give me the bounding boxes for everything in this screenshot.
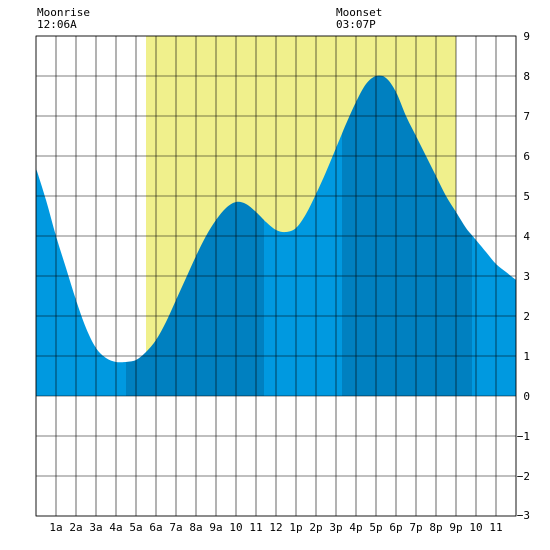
y-tick-label: 6 bbox=[523, 150, 530, 163]
tide-segment bbox=[36, 168, 126, 396]
x-tick-label: 4p bbox=[349, 521, 362, 534]
x-tick-label: 3a bbox=[89, 521, 102, 534]
x-tick-label: 4a bbox=[109, 521, 122, 534]
moonset-label: Moonset bbox=[336, 6, 383, 19]
x-tick-label: 5a bbox=[129, 521, 142, 534]
x-tick-label: 6a bbox=[149, 521, 162, 534]
y-tick-label: 4 bbox=[523, 230, 530, 243]
x-tick-label: 6p bbox=[389, 521, 402, 534]
x-tick-label: 12 bbox=[269, 521, 282, 534]
x-tick-label: 7a bbox=[169, 521, 182, 534]
y-tick-label: −3 bbox=[517, 509, 530, 522]
x-tick-label: 7p bbox=[409, 521, 422, 534]
x-tick-label: 2p bbox=[309, 521, 322, 534]
x-tick-label: 1a bbox=[49, 521, 62, 534]
x-tick-label: 10 bbox=[229, 521, 242, 534]
y-tick-label: 0 bbox=[523, 390, 530, 403]
x-tick-label: 9a bbox=[209, 521, 222, 534]
y-tick-label: 1 bbox=[523, 350, 530, 363]
x-tick-label: 9p bbox=[449, 521, 462, 534]
x-tick-label: 11 bbox=[249, 521, 262, 534]
x-tick-label: 8a bbox=[189, 521, 202, 534]
y-tick-label: −2 bbox=[517, 470, 530, 483]
x-tick-label: 5p bbox=[369, 521, 382, 534]
x-tick-label: 3p bbox=[329, 521, 342, 534]
x-tick-label: 10 bbox=[469, 521, 482, 534]
x-tick-label: 2a bbox=[69, 521, 82, 534]
y-tick-label: −1 bbox=[517, 430, 530, 443]
moonrise-time: 12:06A bbox=[37, 18, 77, 31]
y-tick-label: 7 bbox=[523, 110, 530, 123]
tide-segment bbox=[264, 133, 342, 396]
y-tick-label: 2 bbox=[523, 310, 530, 323]
y-tick-label: 3 bbox=[523, 270, 530, 283]
x-tick-label: 11 bbox=[489, 521, 502, 534]
plot-frame bbox=[35, 35, 517, 517]
moonrise-label: Moonrise bbox=[37, 6, 90, 19]
x-tick-label: 1p bbox=[289, 521, 302, 534]
y-tick-label: 9 bbox=[523, 30, 530, 43]
y-tick-label: 8 bbox=[523, 70, 530, 83]
tide-segment bbox=[126, 201, 264, 396]
moonset-time: 03:07P bbox=[336, 18, 376, 31]
y-tick-label: 5 bbox=[523, 190, 530, 203]
x-tick-label: 8p bbox=[429, 521, 442, 534]
